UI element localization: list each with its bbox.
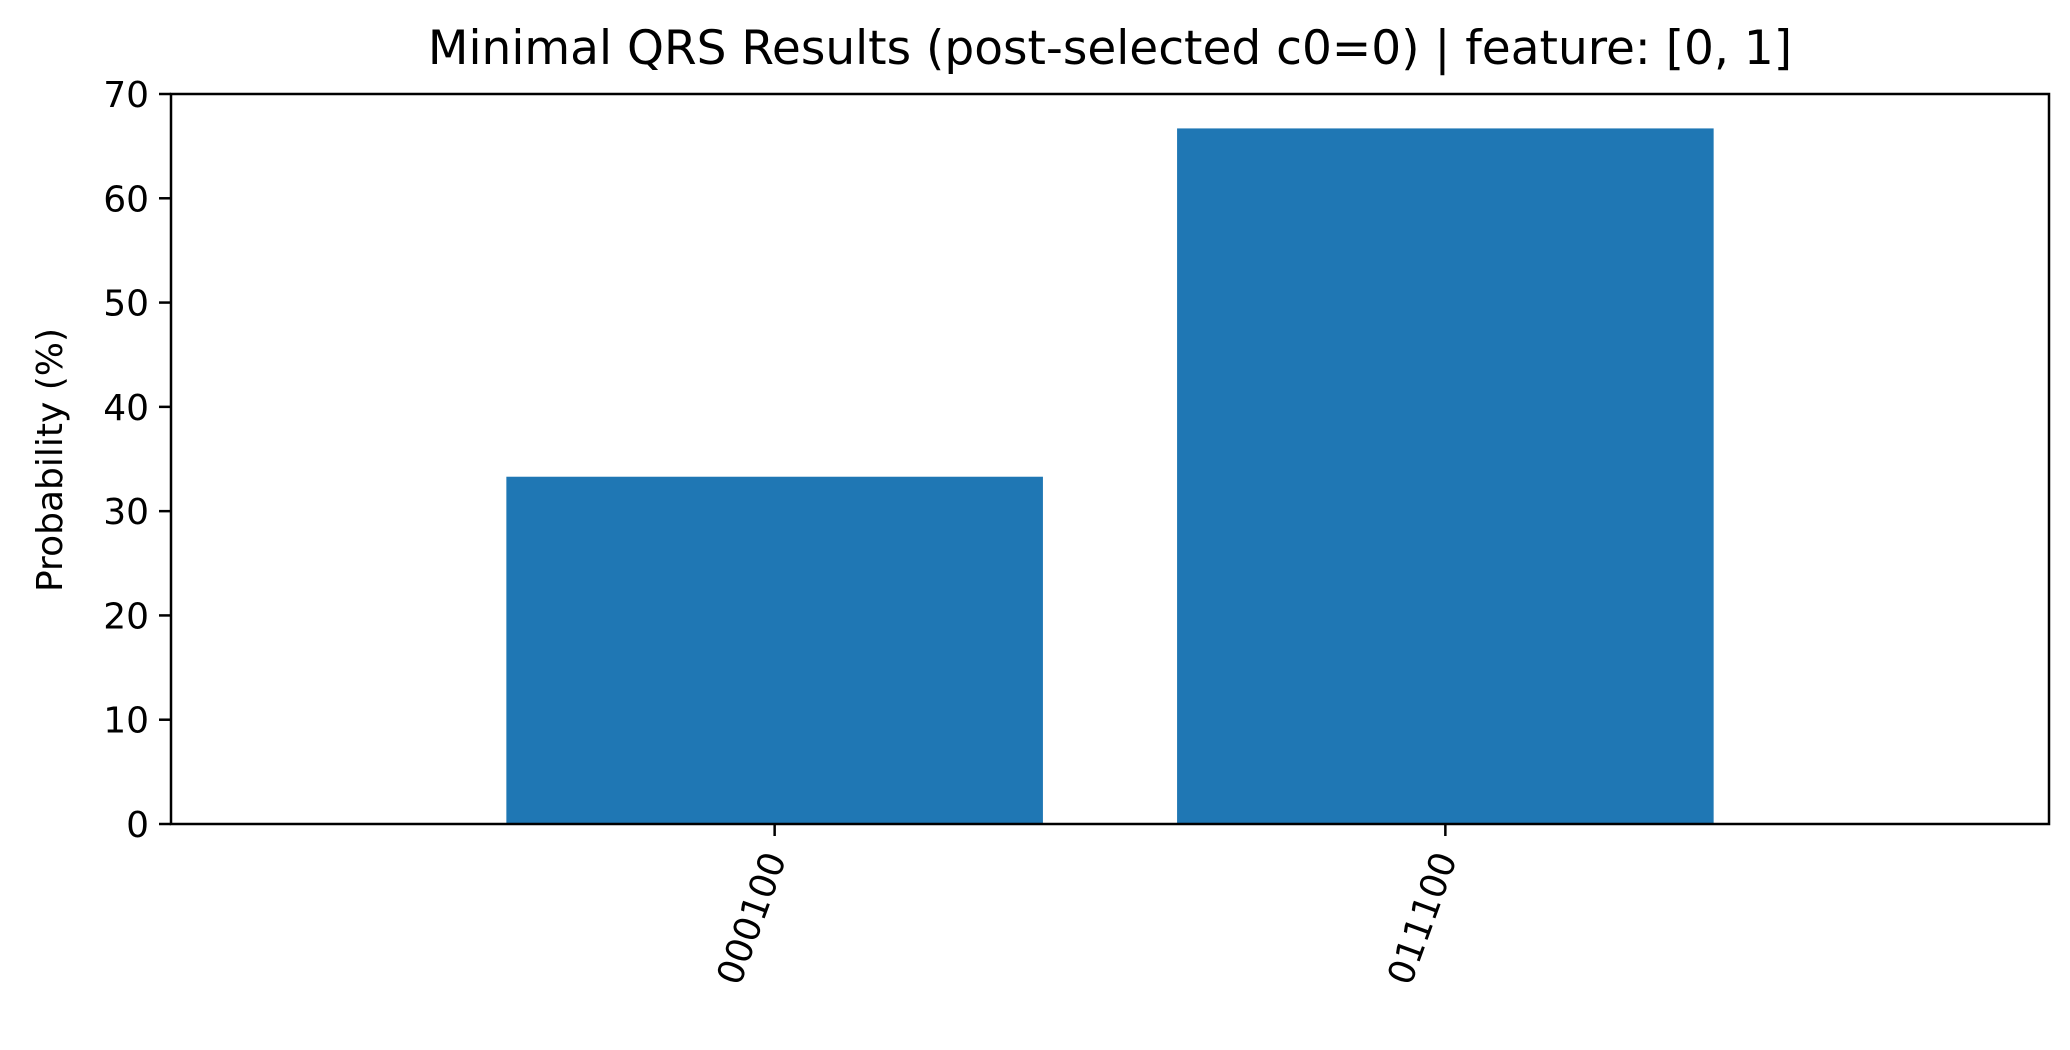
y-tick-label: 0 [126,805,149,846]
x-tick-label: 000100 [710,847,796,990]
bar-000100 [506,476,1043,824]
x-tick-label: 011100 [1380,847,1466,990]
y-axis-label: Probability (%) [30,328,71,592]
chart-title: Minimal QRS Results (post-selected c0=0)… [428,21,1792,76]
y-tick-label: 50 [103,284,149,325]
bar-011100 [1177,128,1714,824]
y-tick-label: 30 [103,492,149,533]
y-tick-label: 40 [103,388,149,429]
plot-area: 0 10 20 30 40 50 60 70 000100 011100 [103,75,2051,990]
plot-frame [169,92,2051,826]
y-tick-label: 70 [103,75,149,116]
y-tick-label: 60 [103,179,149,220]
y-tick-label: 20 [103,596,149,637]
y-tick-label: 10 [103,701,149,742]
